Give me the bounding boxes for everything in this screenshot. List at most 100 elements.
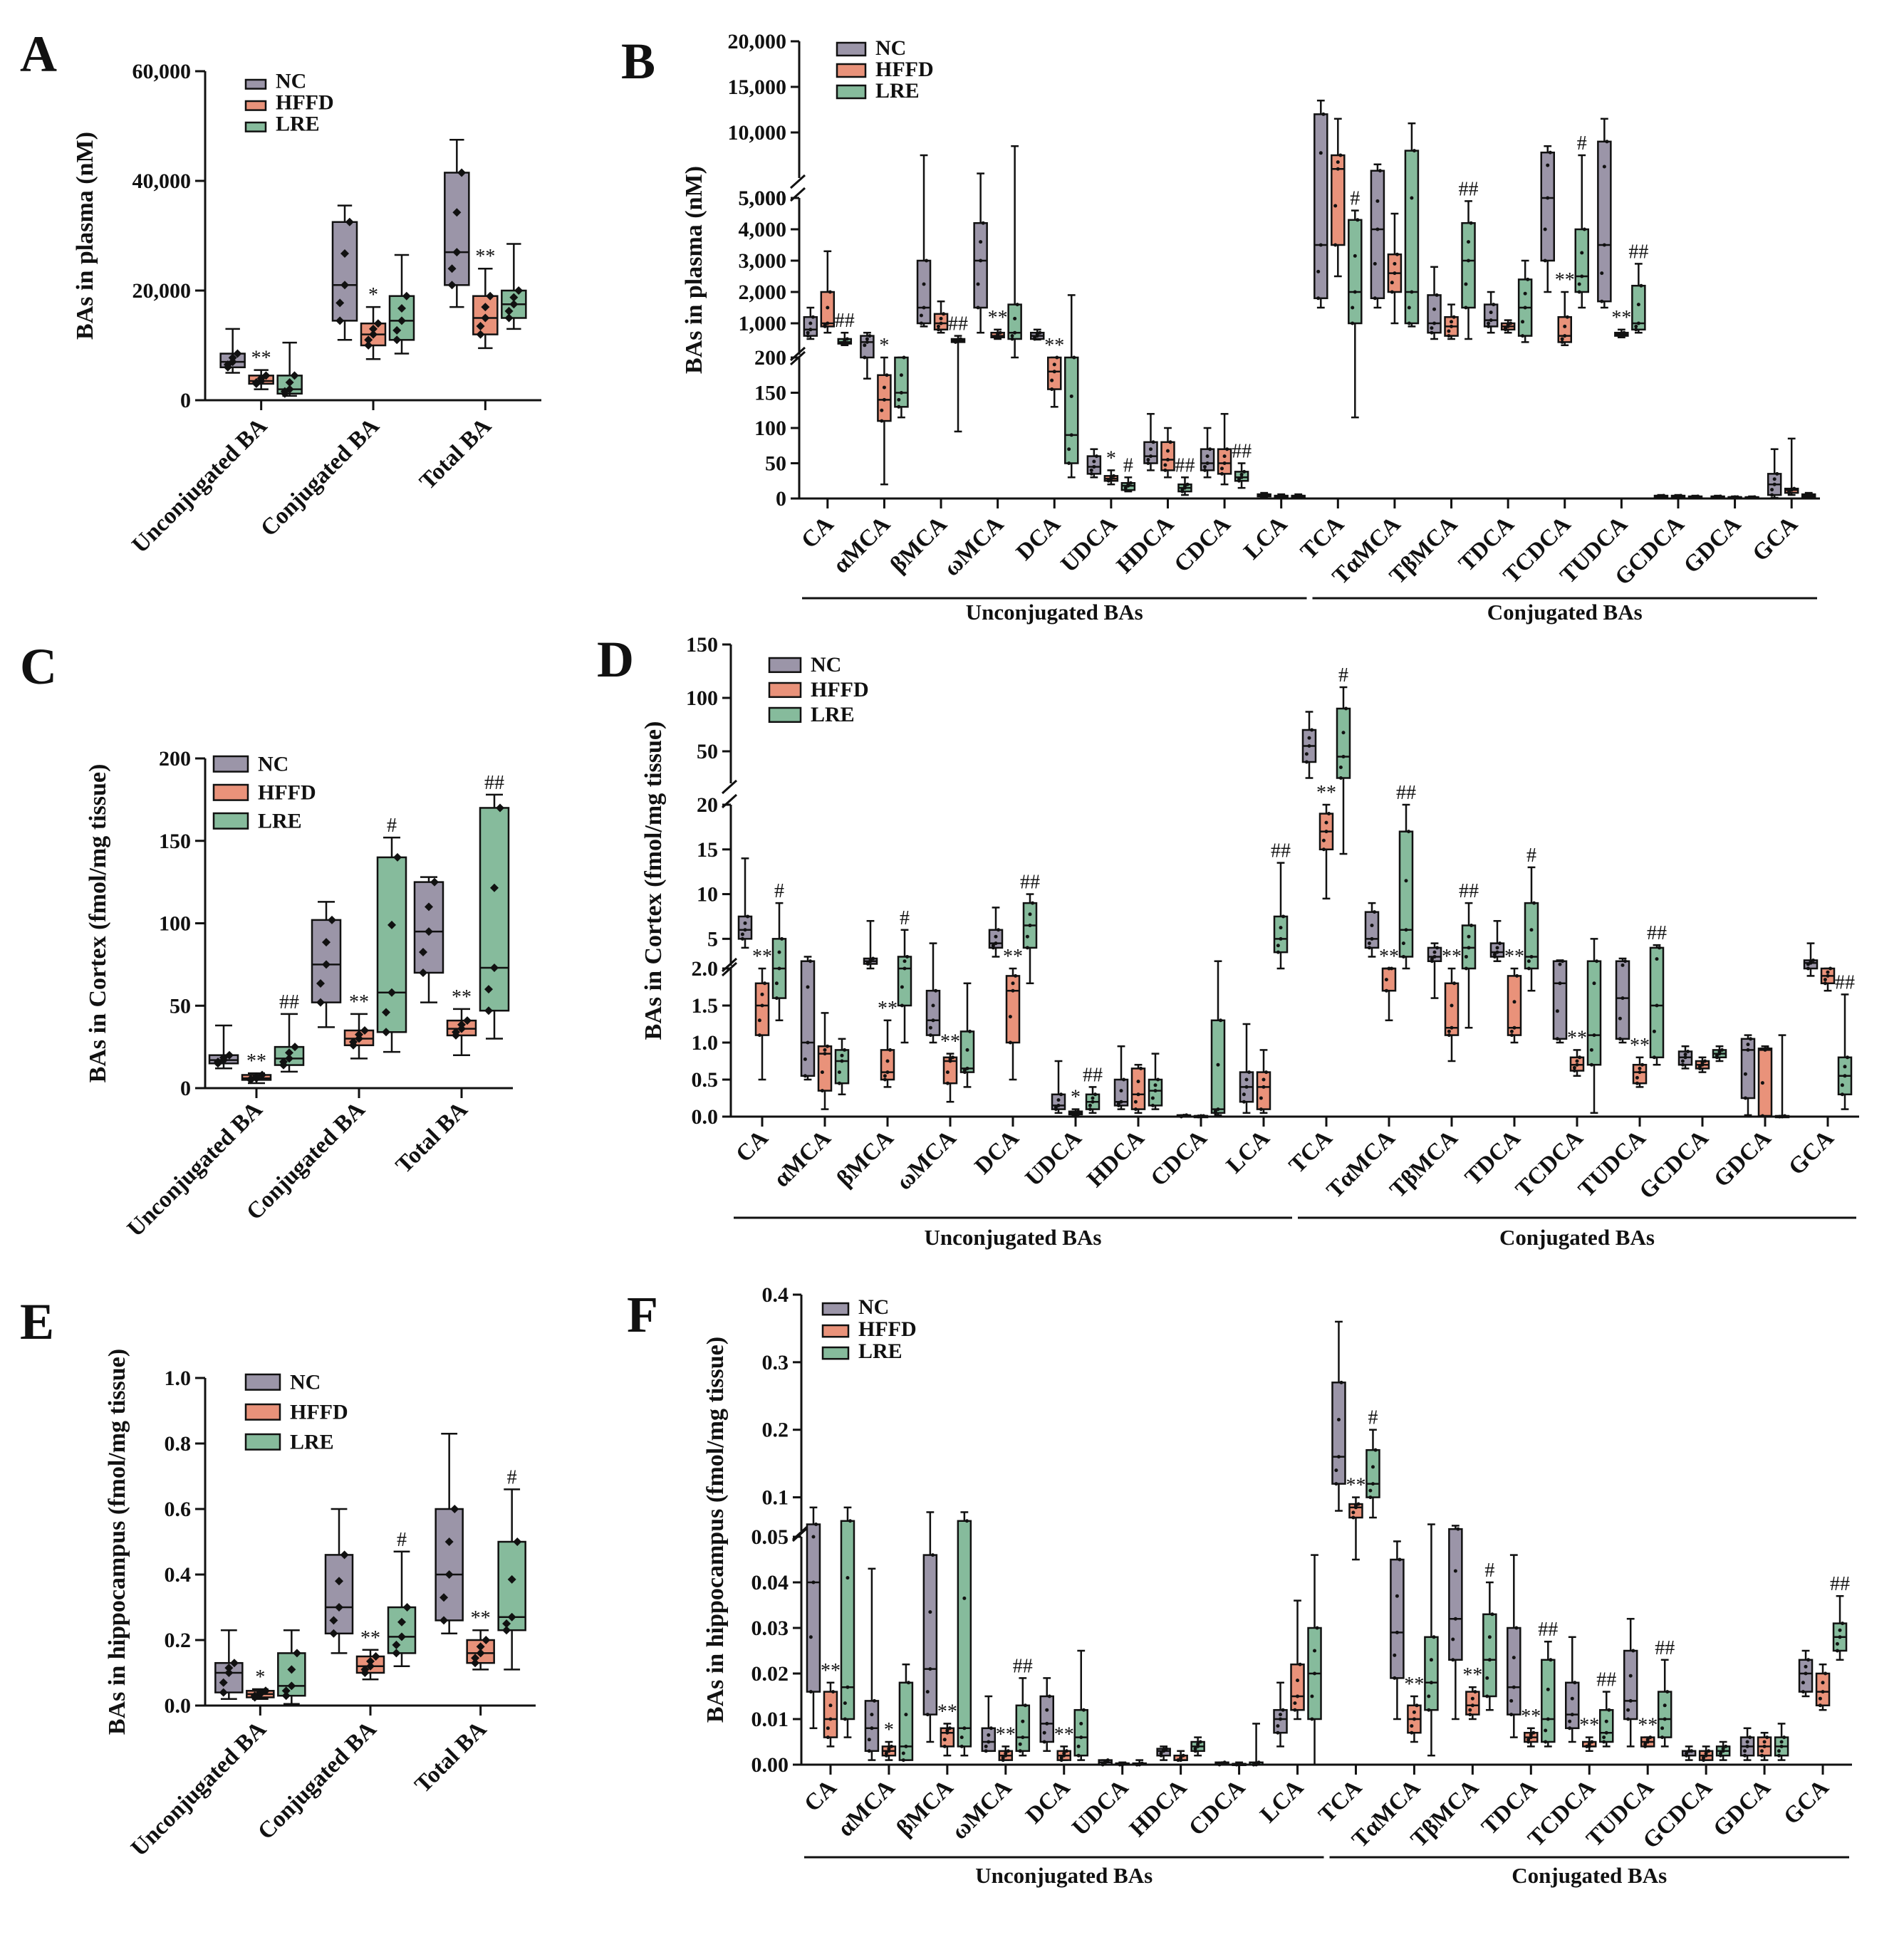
data-point (219, 1678, 228, 1687)
box-nc (1427, 942, 1442, 999)
data-point (901, 1758, 905, 1763)
box-hffd: ** (1054, 1723, 1074, 1763)
data-point (1485, 1694, 1489, 1698)
significance-mark: ## (1083, 1064, 1103, 1086)
legend-swatch-hffd (836, 63, 867, 78)
box-body (1364, 911, 1380, 949)
data-point (1219, 471, 1224, 476)
data-point (1079, 1721, 1083, 1725)
box-nc (1615, 957, 1630, 1044)
box-lre (1210, 960, 1226, 1117)
data-point (397, 304, 406, 313)
data-point (1370, 924, 1374, 927)
box-hffd: ** (446, 986, 477, 1056)
data-point (1804, 1671, 1808, 1676)
data-point (1544, 1728, 1548, 1733)
data-point (1560, 340, 1564, 344)
y-tick-label: 0 (776, 487, 786, 511)
y-tick-label: 20,000 (728, 30, 787, 53)
data-point (281, 1686, 291, 1696)
data-point (364, 341, 373, 350)
data-point (1770, 493, 1774, 497)
data-point (743, 921, 747, 925)
box-body (800, 960, 816, 1077)
data-point (837, 1070, 841, 1075)
y-axis-label: BAs in plasma (nM) (681, 166, 707, 374)
box-body (1444, 982, 1460, 1036)
data-point (1370, 936, 1374, 941)
data-point (1577, 282, 1581, 286)
data-point (1351, 1510, 1356, 1515)
data-point (1746, 1048, 1750, 1052)
box-nc (1370, 163, 1385, 309)
box-body (1424, 1636, 1439, 1711)
significance-mark: ** (821, 1660, 841, 1682)
data-point (1089, 471, 1093, 476)
box-body (1565, 1681, 1580, 1730)
data-point (1321, 847, 1326, 852)
data-point (1021, 1719, 1025, 1723)
data-point (1521, 320, 1525, 324)
legend-label-hffd: HFFD (276, 91, 334, 115)
data-point (1119, 1100, 1123, 1104)
data-point (1038, 330, 1042, 335)
box-body (331, 221, 358, 322)
data-point (1298, 1662, 1302, 1666)
data-point (907, 1681, 911, 1685)
y-tick-label: 0 (180, 389, 191, 412)
data-point (1580, 274, 1584, 278)
box-body (916, 259, 932, 325)
box-lre: # (1120, 454, 1136, 493)
data-point (504, 313, 514, 323)
data-point (1464, 966, 1468, 971)
data-point (355, 1030, 363, 1039)
y-axis: 0501001502001,0002,0003,0004,0005,0005,0… (728, 30, 806, 511)
data-point (808, 328, 813, 332)
y-tick-label: 5,000 (739, 187, 787, 210)
box-lre (1774, 1723, 1789, 1761)
data-point (1745, 1740, 1749, 1744)
box-body (1483, 303, 1499, 328)
box-nc (1623, 1617, 1638, 1748)
data-point (1293, 1701, 1297, 1706)
data-point (369, 330, 378, 339)
box-hffd: ** (937, 1701, 957, 1757)
box-body (1448, 1528, 1463, 1661)
box-body (898, 1681, 914, 1761)
data-point (1013, 316, 1017, 320)
box-body (988, 929, 1004, 949)
data-point (1697, 1065, 1702, 1069)
data-point (1453, 1617, 1457, 1621)
data-point (840, 1053, 844, 1058)
data-point (447, 281, 457, 290)
box-body (1482, 1613, 1497, 1698)
data-point (843, 1701, 847, 1706)
data-point (233, 349, 242, 358)
data-point (425, 902, 433, 912)
data-point (1575, 1063, 1579, 1067)
data-point (1555, 1009, 1559, 1013)
box-nc (311, 901, 342, 1028)
data-point (981, 221, 985, 225)
data-point (229, 1659, 239, 1668)
data-point (976, 306, 980, 310)
data-point (1432, 1635, 1436, 1639)
box-body (1798, 1659, 1814, 1693)
box-body (1331, 154, 1346, 246)
data-point (1743, 1096, 1747, 1100)
data-point (1180, 488, 1185, 492)
y-tick-label: 0.00 (751, 1753, 789, 1777)
data-point (1787, 489, 1791, 494)
box-body (1541, 1659, 1556, 1743)
data-point (482, 1636, 491, 1644)
legend-label-lre: LRE (290, 1431, 334, 1454)
data-point (947, 1726, 952, 1730)
data-point (1580, 251, 1584, 255)
data-point (285, 377, 294, 387)
data-point (777, 966, 781, 971)
data-point (1464, 954, 1468, 959)
data-point (1570, 1696, 1574, 1701)
significance-mark: * (879, 335, 889, 357)
data-point (1772, 477, 1776, 481)
